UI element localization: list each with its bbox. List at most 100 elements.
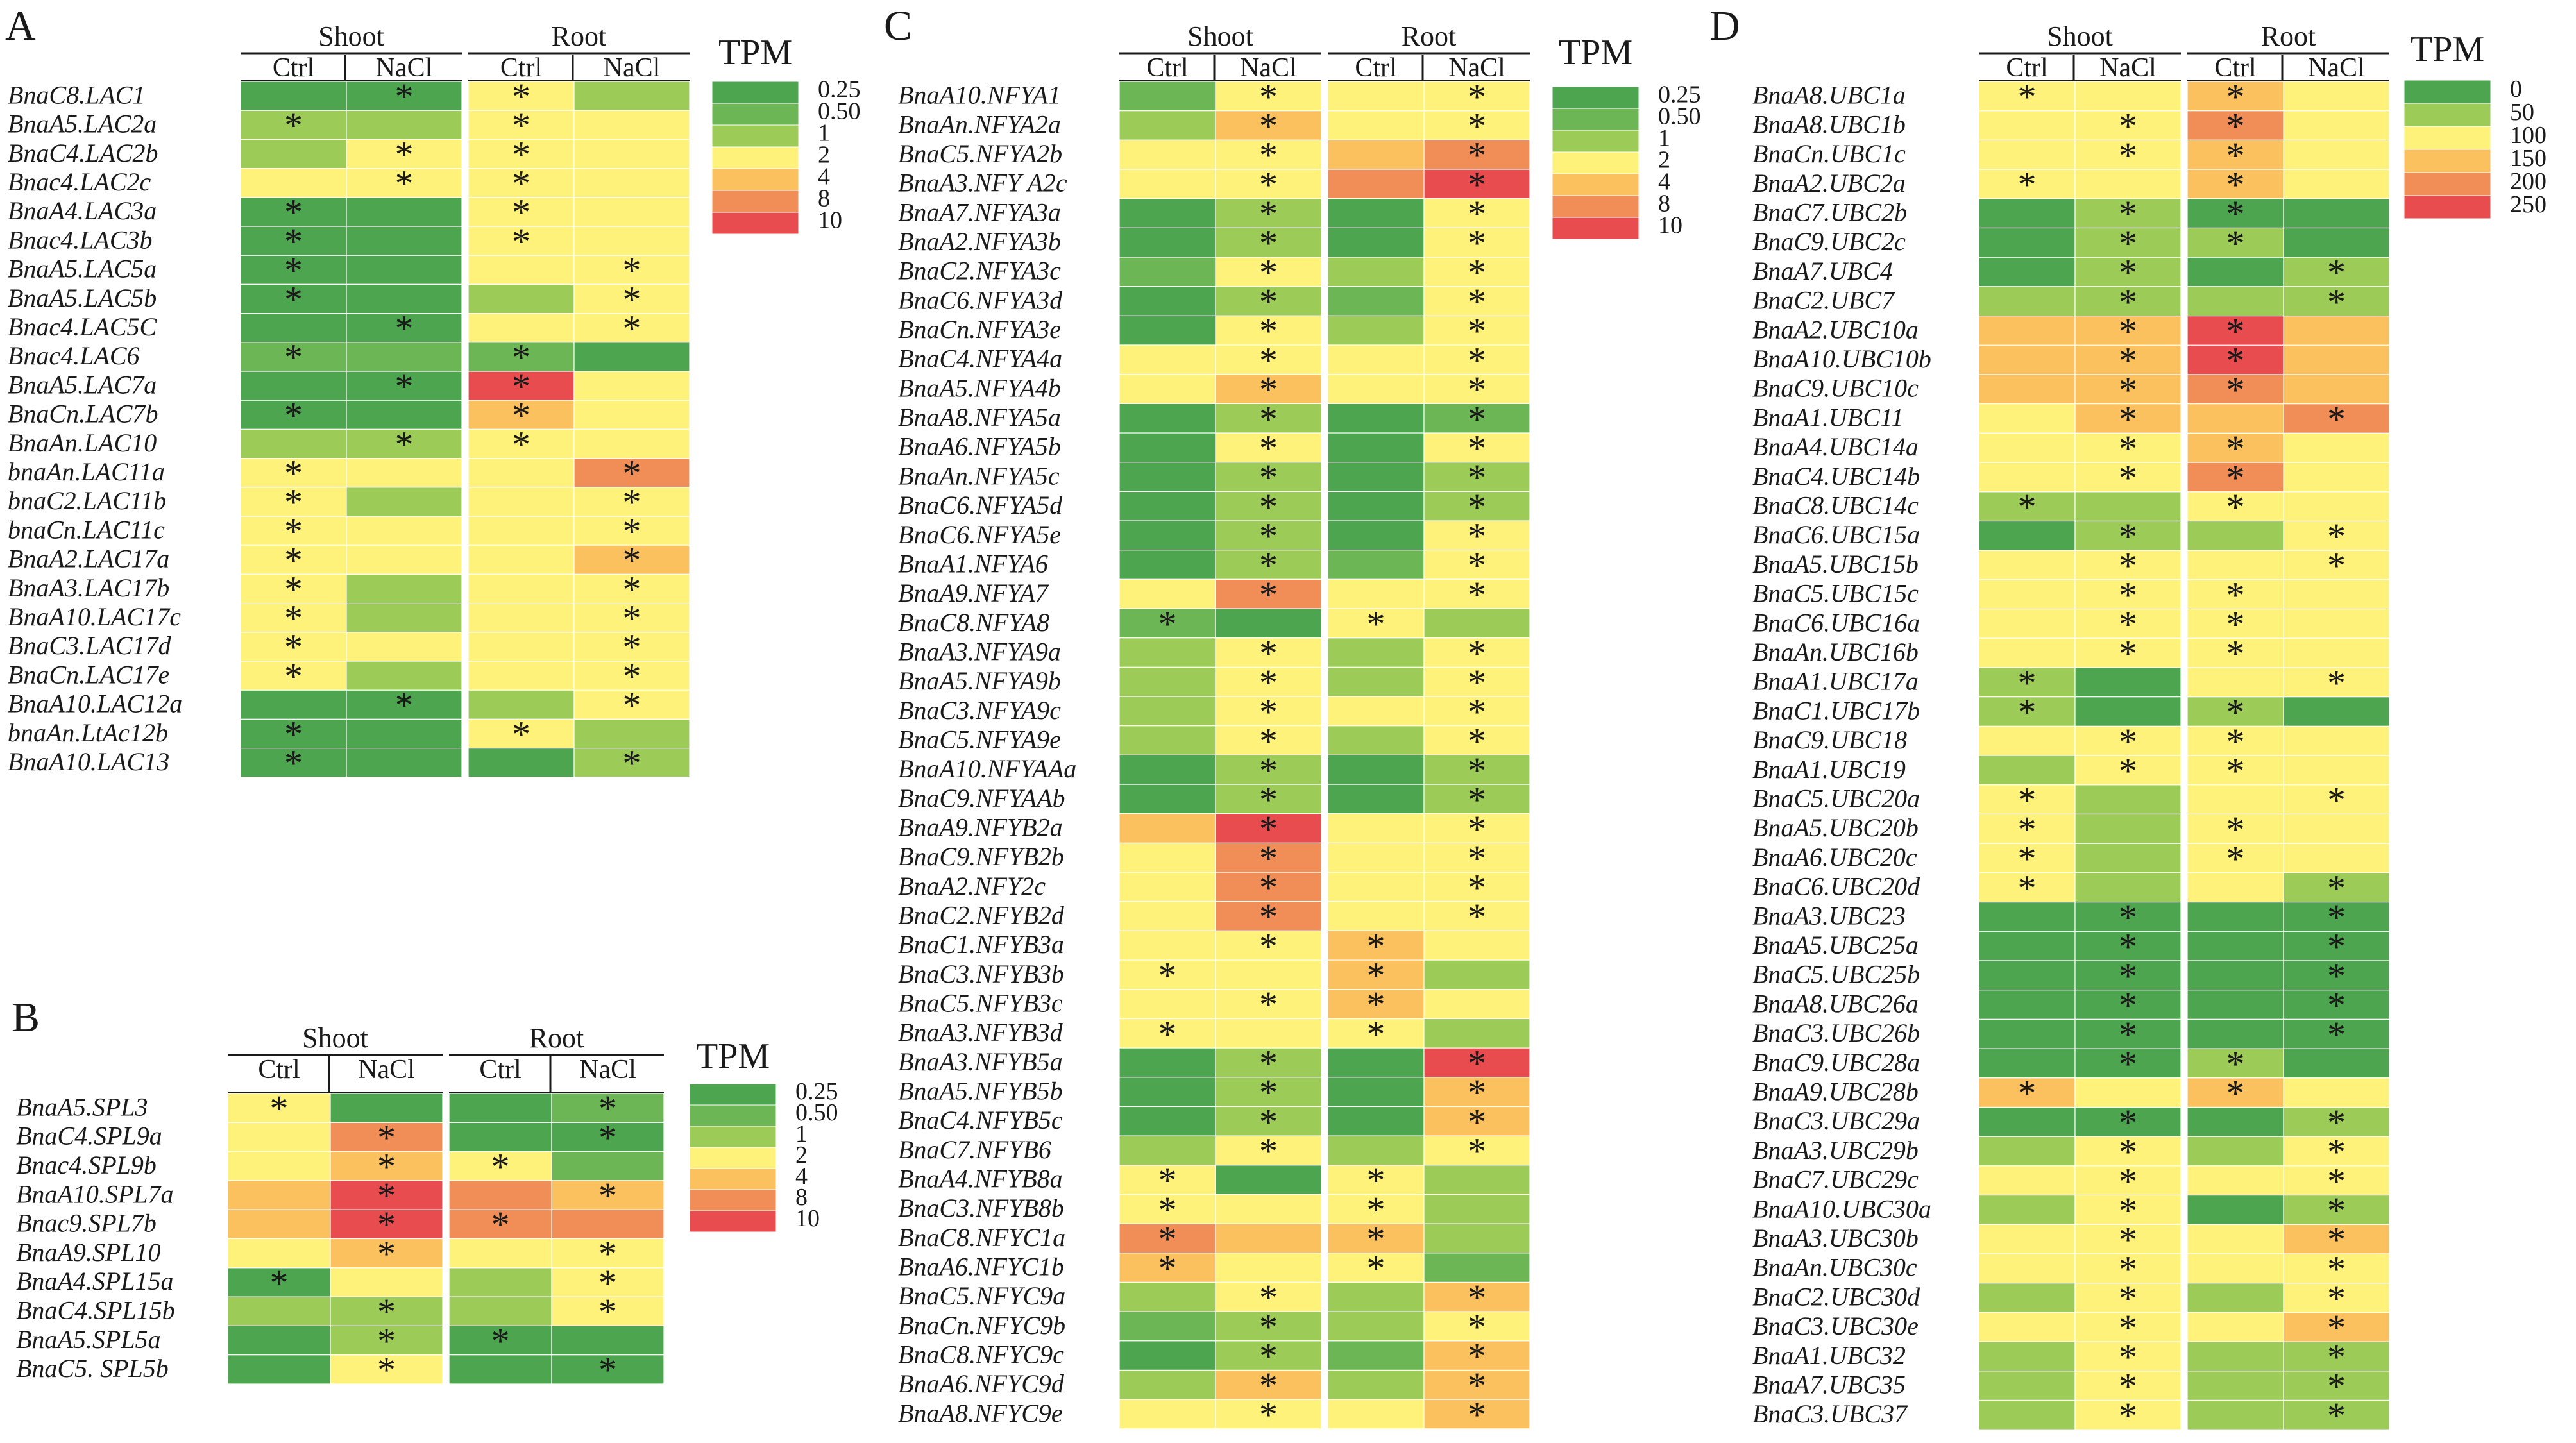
heatmap-cell (1215, 930, 1322, 961)
legend-label: 0.25 (795, 1078, 838, 1105)
gene-label: BnaC6.NFYA5e (898, 520, 1061, 549)
gene-label: BnaA1.UBC19 (1752, 755, 1906, 784)
significance-star: * (623, 743, 641, 784)
gene-label: BnaA10.LAC12a (8, 689, 182, 718)
significance-star: * (1259, 1394, 1278, 1436)
heatmap-cell (573, 747, 690, 778)
gene-label: BnaC1.UBC17b (1752, 696, 1920, 725)
legend-label: 0.50 (1658, 103, 1701, 130)
heatmap-cell (1119, 432, 1216, 463)
heatmap-cell (1215, 520, 1322, 551)
gene-label: Bnac4.LAC5C (8, 312, 158, 341)
heatmap-cell (551, 1354, 665, 1385)
heatmap-cell (2187, 520, 2284, 551)
gene-label: BnaAn.UBC16b (1752, 637, 1919, 666)
heatmap-cell (1215, 550, 1322, 580)
heatmap-cell (1423, 1018, 1530, 1049)
heatmap-cell (468, 544, 575, 575)
gene-label: BnaA5.NFYB5b (898, 1076, 1063, 1105)
heatmap-cell (2074, 637, 2182, 668)
heatmap-cell (1215, 1077, 1322, 1108)
legend-label: 4 (795, 1163, 808, 1190)
heatmap-cell (2187, 901, 2284, 932)
gene-label: BnaA5.SPL5a (16, 1325, 161, 1354)
heatmap-cell (2074, 1136, 2182, 1167)
heatmap-cell (2283, 843, 2390, 873)
heatmap-cell (1327, 462, 1425, 492)
heatmap-cell (240, 313, 347, 343)
heatmap-cell (1978, 432, 2076, 463)
column-header: NaCl (358, 1055, 415, 1084)
heatmap-cell (468, 718, 575, 749)
gene-label: bnaAn.LAC11a (8, 457, 165, 486)
heatmap-cell (1327, 1281, 1425, 1312)
gene-label: BnaC8.NFYC1a (898, 1223, 1065, 1252)
legend-label: 0.25 (1658, 81, 1701, 108)
heatmap-cell (1327, 227, 1425, 258)
heatmap-cell (1978, 1194, 2076, 1225)
heatmap-cell (1327, 1340, 1425, 1371)
column-header: NaCl (1448, 53, 1505, 83)
heatmap-cell (346, 747, 462, 778)
heatmap-cell (1423, 286, 1530, 316)
gene-label: BnaC5.UBC15c (1752, 579, 1919, 608)
legend-swatch (711, 124, 799, 148)
heatmap-cell (1119, 169, 1216, 199)
heatmap-cell (1978, 1224, 2076, 1254)
heatmap-cell (573, 602, 690, 633)
gene-label: BnaC4.NFYA4a (898, 344, 1062, 373)
gene-label: BnaA10.SPL7a (16, 1179, 174, 1208)
legend-label: 1 (818, 119, 830, 146)
heatmap-cell (1978, 110, 2076, 140)
heatmap-cell (330, 1180, 443, 1210)
legend-swatch (2403, 172, 2491, 196)
heatmap-cell (1423, 754, 1530, 785)
heatmap-cell (1119, 1311, 1216, 1342)
heatmap-cell (2283, 1194, 2390, 1225)
heatmap-cell (2283, 432, 2390, 463)
gene-label: BnaC5.NFYA9e (898, 725, 1061, 754)
gene-label: BnaC2.NFYA3c (898, 257, 1061, 285)
legend-swatch (1552, 195, 1640, 218)
heatmap-cell (1215, 403, 1322, 434)
heatmap-cell (346, 313, 462, 343)
heatmap-cell (1423, 784, 1530, 814)
gene-label: Bnac4.SPL9b (16, 1151, 157, 1179)
heatmap-cell (1978, 1106, 2076, 1137)
heatmap-cell (1327, 754, 1425, 785)
legend-swatch (711, 81, 799, 104)
heatmap-cell (1119, 754, 1216, 785)
heatmap-cell (2187, 1106, 2284, 1137)
heatmap-cell (1119, 403, 1216, 434)
heatmap-cell (1423, 989, 1530, 1020)
heatmap-cell (573, 81, 690, 111)
heatmap-cell (1978, 344, 2076, 375)
heatmap-cell (573, 516, 690, 546)
heatmap-cell (468, 516, 575, 546)
legend-label: 0 (2510, 76, 2522, 103)
gene-label: BnaC5.UBC25b (1752, 960, 1920, 989)
heatmap-cell (1119, 696, 1216, 727)
heatmap-cell (2187, 81, 2284, 112)
heatmap-cell (1215, 374, 1322, 404)
heatmap-cell (330, 1267, 443, 1297)
heatmap-cell (346, 573, 462, 604)
heatmap-cell (468, 428, 575, 459)
heatmap-cell (240, 602, 347, 633)
gene-label: BnaA8.UBC1a (1752, 81, 1906, 110)
column-header: NaCl (579, 1055, 636, 1084)
heatmap-cell (227, 1238, 331, 1269)
heatmap-cell (2283, 1399, 2390, 1430)
gene-label: BnaAn.NFYA5c (898, 461, 1060, 490)
legend-label: 8 (795, 1184, 808, 1211)
heatmap-cell (1978, 198, 2076, 229)
gene-label: BnaC4.NFYB5c (898, 1106, 1063, 1135)
column-header: Ctrl (2214, 53, 2256, 83)
heatmap-cell (1215, 1135, 1322, 1166)
heatmap-cell (573, 313, 690, 343)
gene-label: BnaC3.UBC37 (1752, 1399, 1908, 1428)
legend-swatch (1552, 173, 1640, 196)
heatmap-cell (448, 1122, 552, 1152)
gene-label: BnaA10.LAC13 (8, 747, 169, 776)
heatmap-cell (240, 689, 347, 720)
